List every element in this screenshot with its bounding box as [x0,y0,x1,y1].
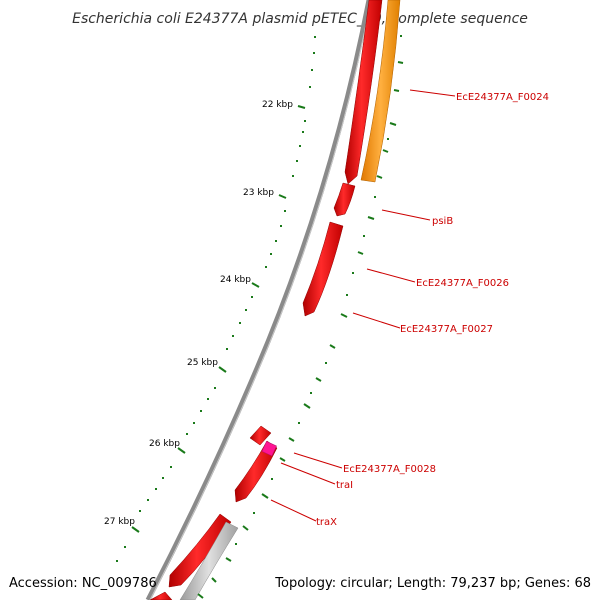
kbp-label-24: 24 kbp [220,275,251,285]
gene-label-f0028: EcE24377A_F0028 [343,464,436,475]
gene-label-f0024: EcE24377A_F0024 [456,92,549,103]
gene-gray-reverse [179,521,239,600]
backbone-arc [145,0,372,600]
gene-label-f0026: EcE24377A_F0026 [416,278,509,289]
kbp-label-23: 23 kbp [243,188,274,198]
accession-text: Accession: NC_009786 [9,576,157,591]
gene-orange-reverse [360,0,401,183]
kbp-label-25: 25 kbp [187,358,218,368]
gene-arrow-5 [234,440,278,503]
gene-label-trax: traX [316,517,337,528]
inner-dash-ring [197,61,404,599]
kbp-label-22: 22 kbp [262,100,293,110]
gene-label-trai: traI [336,480,353,491]
forward-genes [149,0,383,600]
kbp-label-27: 27 kbp [104,517,135,527]
gene-arrow-4 [249,425,272,446]
map-title: Escherichia coli E24377A plasmid pETEC_8… [72,11,528,27]
topology-text: Topology: circular; Length: 79,237 bp; G… [274,576,591,591]
kbp-major-ticks [131,105,306,533]
kbp-label-26: 26 kbp [149,439,180,449]
gene-arrow-7 [149,591,173,600]
label-connectors [270,89,456,522]
gene-pink [261,441,277,457]
gene-label-psib: psiB [432,216,453,227]
gene-label-f0027: EcE24377A_F0027 [400,324,493,335]
outer-dot-ring [116,36,316,562]
gene-arrow-2 [333,182,356,217]
inner-dot-ring [235,35,402,545]
backbone-arc-highlight [149,0,372,600]
gene-arrow-3 [302,221,344,317]
gene-arrow-1 [344,0,383,185]
